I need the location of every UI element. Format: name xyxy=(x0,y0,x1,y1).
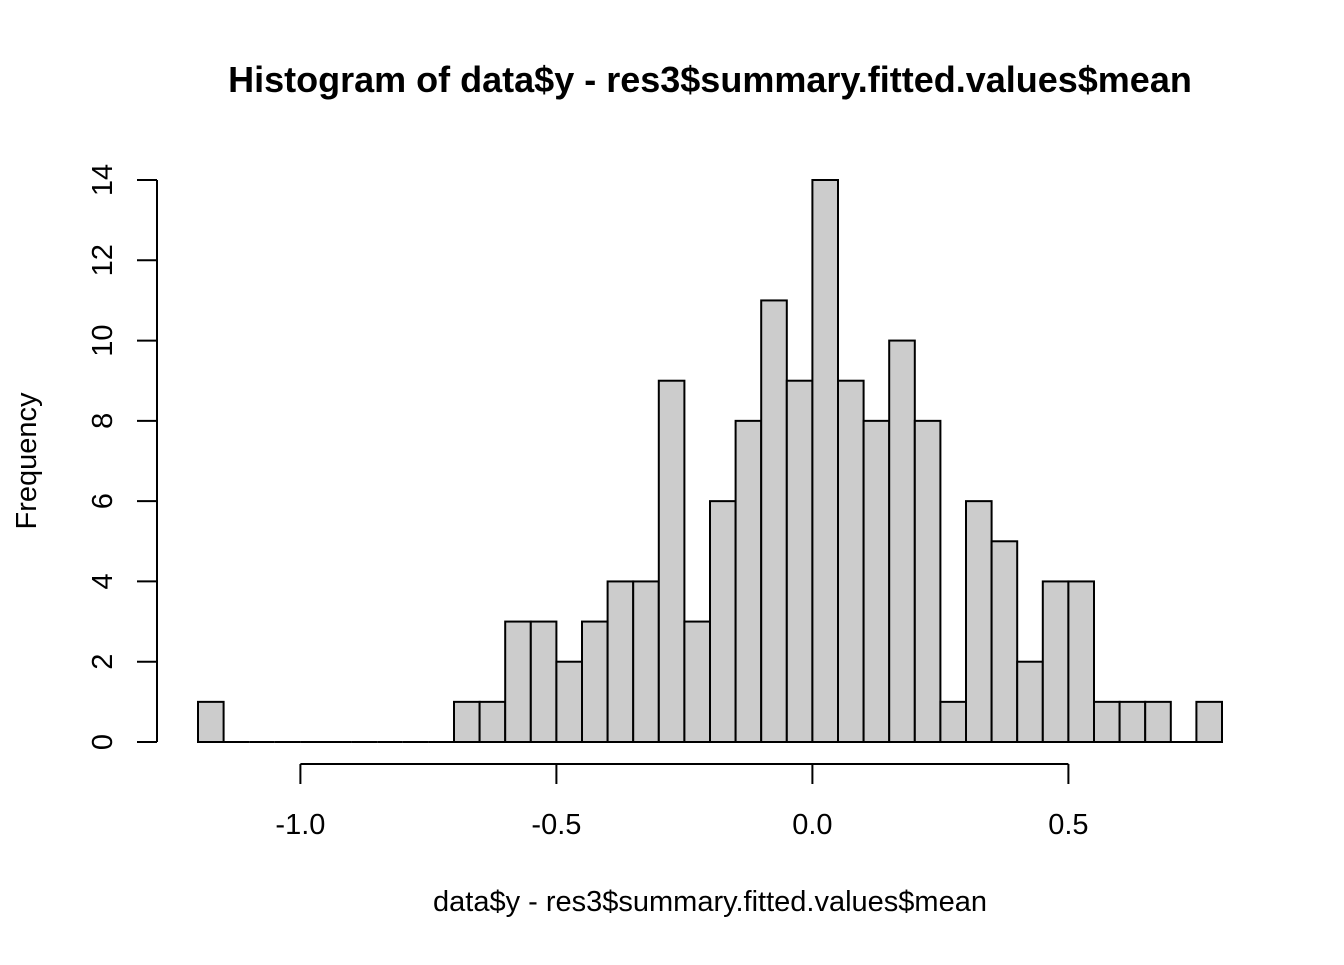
histogram-bar xyxy=(734,419,763,743)
histogram-bar xyxy=(939,700,968,743)
y-tick-label: 2 xyxy=(87,654,119,670)
histogram-bar xyxy=(632,580,660,744)
histogram-bar xyxy=(606,580,635,744)
histogram-bar xyxy=(760,299,788,743)
histogram-bar xyxy=(837,379,865,743)
histogram-bar xyxy=(529,620,558,743)
y-tick-label: 6 xyxy=(87,493,119,509)
histogram-bar xyxy=(555,660,584,744)
histogram-bar xyxy=(811,179,840,743)
x-axis-title: data$y - res3$summary.fitted.values$mean xyxy=(433,886,987,918)
y-axis-title: Frequency xyxy=(11,392,43,530)
y-tick-label: 8 xyxy=(87,413,119,429)
y-tick-label: 10 xyxy=(87,324,119,356)
chart-title: Histogram of data$y - res3$summary.fitte… xyxy=(228,59,1192,100)
histogram-bar xyxy=(990,540,1019,743)
y-tick-label: 12 xyxy=(87,244,119,276)
x-tick-label: -1.0 xyxy=(275,809,325,841)
histogram-bar xyxy=(965,500,993,743)
x-axis: -1.0 -0.5 0.0 0.5 xyxy=(275,763,1089,841)
histogram-bar xyxy=(1041,580,1070,744)
histogram-bar xyxy=(453,700,481,743)
histogram-bar xyxy=(683,620,712,743)
histogram-bar xyxy=(913,419,942,743)
histogram-bar xyxy=(1144,700,1172,743)
histogram-bar xyxy=(1067,580,1096,744)
histogram-bar xyxy=(862,419,891,743)
y-tick-label: 0 xyxy=(87,734,119,750)
x-tick-label: -0.5 xyxy=(531,809,581,841)
histogram-bar xyxy=(478,700,507,743)
x-tick-label: 0.0 xyxy=(792,809,832,841)
histogram-bar xyxy=(1093,700,1121,743)
histogram-bar xyxy=(581,620,609,743)
x-tick-label: 0.5 xyxy=(1048,809,1088,841)
y-axis: 0 2 4 6 8 10 12 14 xyxy=(87,164,158,750)
y-tick-label: 4 xyxy=(87,573,119,589)
histogram-bar xyxy=(197,700,225,743)
histogram-bar xyxy=(657,379,686,743)
histogram-bar xyxy=(709,500,737,743)
y-tick-label: 14 xyxy=(87,164,119,196)
histogram-bar xyxy=(888,339,916,743)
histogram-bar xyxy=(1118,700,1147,743)
histogram-bar xyxy=(1195,700,1224,743)
histogram-bar xyxy=(1016,660,1044,744)
bars-layer xyxy=(197,179,1224,744)
histogram-bar xyxy=(785,379,814,743)
histogram-bar xyxy=(504,620,532,743)
